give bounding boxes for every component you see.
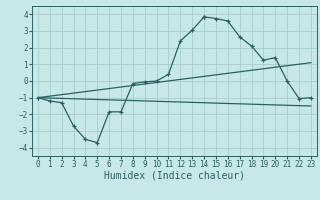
X-axis label: Humidex (Indice chaleur): Humidex (Indice chaleur) (104, 171, 245, 181)
